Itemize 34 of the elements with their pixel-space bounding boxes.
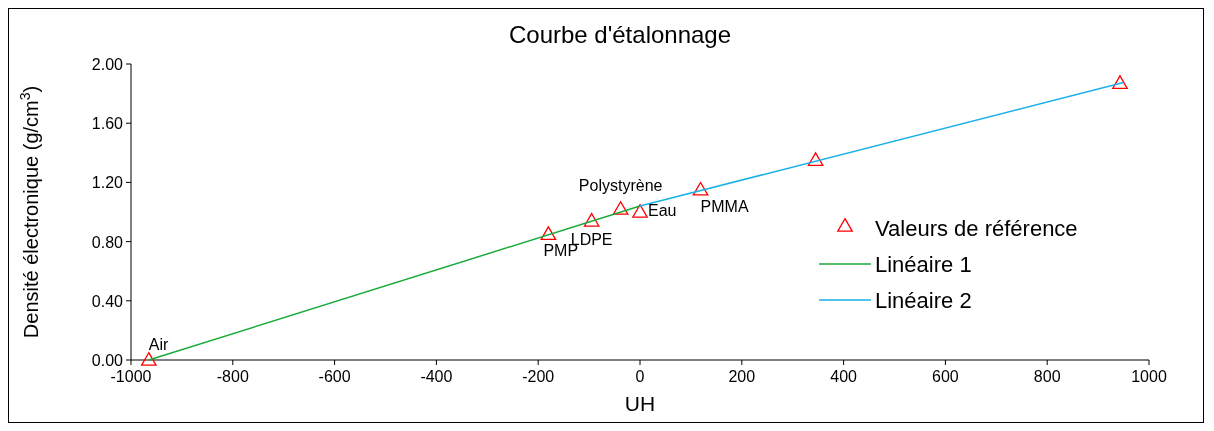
x-tick-label: -600 xyxy=(318,368,351,385)
y-tick-label: 1.20 xyxy=(91,174,124,192)
annotation: Polystyrène xyxy=(578,177,663,195)
point xyxy=(632,204,648,218)
x-tick-label: 1000 xyxy=(1131,368,1167,385)
x-tick-label: 800 xyxy=(1033,368,1061,385)
x-tick-label: -200 xyxy=(522,368,555,385)
y-tick-label: 0.40 xyxy=(91,292,124,310)
x-axis-title: UH xyxy=(624,392,656,415)
point xyxy=(692,181,709,196)
y-tick-label: 0.80 xyxy=(91,233,124,251)
x-tick-label: 0 xyxy=(635,368,645,385)
x-tick-label: -800 xyxy=(216,368,249,385)
y-tick-label: 1.60 xyxy=(91,115,124,133)
point xyxy=(583,212,600,227)
annotation: PMMA xyxy=(700,197,749,215)
legend-label: Linéaire 2 xyxy=(875,288,972,313)
y-tick-label: 0.00 xyxy=(91,352,124,369)
point xyxy=(1112,75,1128,90)
legend-label: Linéaire 1 xyxy=(875,252,972,277)
x-tick-label: 600 xyxy=(932,368,959,385)
x-tick-label: 400 xyxy=(830,368,858,385)
y-tick-label: 2.00 xyxy=(91,56,124,73)
point xyxy=(807,152,824,167)
point xyxy=(540,226,557,241)
x-tick-label: 200 xyxy=(728,368,756,385)
x-tick-label: -1000 xyxy=(110,368,152,385)
point xyxy=(140,352,157,366)
legend-label: Valeurs de référence xyxy=(875,216,1078,241)
x-tick-label: -400 xyxy=(420,368,453,385)
chart-title: Courbe d'étalonnage xyxy=(508,21,732,48)
point xyxy=(612,201,629,215)
annotation: Air xyxy=(148,336,170,353)
annotation: Eau xyxy=(648,202,677,219)
